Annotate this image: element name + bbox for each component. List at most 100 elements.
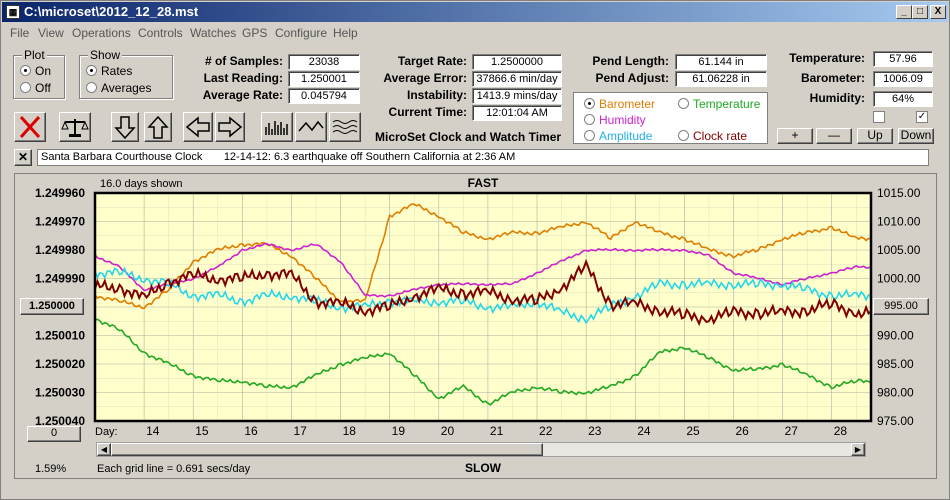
overlay-temperature-label: Temperature xyxy=(693,97,761,111)
show-averages-label: Averages xyxy=(101,81,152,95)
x-tick-label: 24 xyxy=(637,424,651,438)
average-rate-label: Average Rate: xyxy=(202,88,283,102)
humidity-checkbox[interactable] xyxy=(873,111,885,123)
smooth-view-button[interactable] xyxy=(329,112,361,142)
instability-field: 1413.9 mins/day xyxy=(472,88,562,104)
menu-controls[interactable]: Controls xyxy=(138,26,183,40)
samples-label: # of Samples: xyxy=(204,54,283,68)
menu-gps[interactable]: GPS xyxy=(242,26,268,40)
barometer-field: 1006.09 xyxy=(873,71,933,87)
chart-panel: 1.249960 1.249970 1.249980 1.249990 1.250010… xyxy=(14,173,937,479)
y-left-tick-label: 1.250040 xyxy=(35,414,85,428)
last-reading-label: Last Reading: xyxy=(203,71,283,85)
y-left-tick-label: 1.249980 xyxy=(35,243,85,257)
instability-label: Instability: xyxy=(406,88,467,102)
plot-group: Plot On Off xyxy=(13,48,65,99)
series-lines xyxy=(94,203,872,406)
temperature-label: Temperature: xyxy=(789,51,865,65)
scroll-up-button[interactable] xyxy=(144,112,172,142)
menu-configure[interactable]: Configure xyxy=(275,26,328,40)
y-right-tick-label: 985.00 xyxy=(877,357,914,371)
down-button[interactable]: Down xyxy=(898,128,934,144)
x-tick-label: 16 xyxy=(244,424,258,438)
clear-note-button[interactable]: ✕ xyxy=(14,149,32,166)
slow-label: SLOW xyxy=(465,461,502,475)
note-field[interactable]: Santa Barbara Courthouse Clock 12-14-12:… xyxy=(37,149,929,166)
overlay-barometer-radio[interactable]: Barometer xyxy=(584,97,655,111)
minus-button[interactable]: — xyxy=(816,128,852,144)
right-value-button[interactable]: 995.00 xyxy=(873,298,929,315)
series-line-clockrate xyxy=(94,258,872,327)
scrollbar-thumb[interactable] xyxy=(111,443,543,456)
humidity-field: 64% xyxy=(873,91,933,107)
target-rate-label: Target Rate: xyxy=(397,54,467,68)
show-group-title: Show xyxy=(88,48,123,62)
show-rates-radio[interactable]: Rates xyxy=(86,64,132,78)
current-time-field: 12:01:04 AM xyxy=(472,105,562,121)
scroll-right-arrow-icon[interactable]: ▶ xyxy=(851,443,865,456)
humidity-label: Humidity: xyxy=(809,91,865,105)
overlay-humidity-radio[interactable]: Humidity xyxy=(584,113,646,127)
center-value-button[interactable]: 1.250000 xyxy=(20,298,84,315)
day-axis-label: Day: xyxy=(95,426,118,438)
y-right-tick-label: 1010.00 xyxy=(877,215,921,229)
arrow-left-icon xyxy=(185,116,210,138)
y-left-tick-label: 1.249970 xyxy=(35,215,85,229)
plus-button[interactable]: + xyxy=(777,128,813,144)
last-reading-field: 1.250001 xyxy=(288,71,360,87)
wave-icon xyxy=(298,120,324,132)
overlay-clockrate-radio[interactable]: Clock rate xyxy=(678,129,747,143)
minimize-button[interactable]: _ xyxy=(896,5,912,19)
up-button[interactable]: Up xyxy=(857,128,893,144)
menu-view[interactable]: View xyxy=(38,26,64,40)
zero-button[interactable]: 0 xyxy=(27,426,81,442)
y-left-tick-label: 1.250010 xyxy=(35,329,85,343)
target-rate-field[interactable]: 1.2500000 xyxy=(472,54,562,70)
menu-watches[interactable]: Watches xyxy=(190,26,237,40)
y-right-tick-label: 1000.00 xyxy=(877,272,921,286)
calculator-icon: ▦ xyxy=(6,5,20,19)
close-button[interactable]: X xyxy=(930,5,946,19)
line-view-button[interactable] xyxy=(295,112,327,142)
barometer-checkbox[interactable]: ✓ xyxy=(916,111,928,123)
balance-button[interactable] xyxy=(59,112,91,142)
pend-length-label: Pend Length: xyxy=(592,54,669,68)
temperature-field: 57.96 xyxy=(873,51,933,67)
overlay-temperature-radio[interactable]: Temperature xyxy=(678,97,760,111)
left-axis-labels: 1.249960 1.249970 1.249980 1.249990 1.250010… xyxy=(35,186,85,428)
show-group: Show Rates Averages xyxy=(79,48,173,99)
plot-on-radio[interactable]: On xyxy=(20,64,51,78)
stop-icon xyxy=(19,115,41,139)
scroll-right-button[interactable] xyxy=(215,112,245,142)
balance-icon xyxy=(61,119,89,137)
overlay-barometer-label: Barometer xyxy=(599,97,656,111)
rate-chart: 1.249960 1.249970 1.249980 1.249990 1.250010… xyxy=(35,176,921,475)
maximize-button[interactable]: □ xyxy=(912,5,928,19)
fast-label: FAST xyxy=(468,176,499,190)
barometer-label: Barometer: xyxy=(800,71,865,85)
pend-adjust-field: 61.06228 in xyxy=(675,71,767,87)
menu-file[interactable]: File xyxy=(10,26,30,40)
x-tick-label: 22 xyxy=(539,424,553,438)
horizontal-scrollbar[interactable]: ◀ ▶ xyxy=(96,442,866,457)
bars-view-button[interactable] xyxy=(261,112,293,142)
pend-length-field[interactable]: 61.144 in xyxy=(675,54,767,70)
average-error-field: 37866.6 min/day xyxy=(472,71,562,87)
scroll-down-button[interactable] xyxy=(111,112,139,142)
stop-button[interactable] xyxy=(14,112,46,142)
overlay-amplitude-radio[interactable]: Amplitude xyxy=(584,129,652,143)
show-averages-radio[interactable]: Averages xyxy=(86,81,151,95)
series-line-humidity xyxy=(94,242,872,298)
x-tick-label: 17 xyxy=(293,424,307,438)
scroll-left-arrow-icon[interactable]: ◀ xyxy=(97,443,111,456)
y-right-tick-label: 990.00 xyxy=(877,329,914,343)
arrow-up-icon xyxy=(147,115,169,139)
plot-off-radio[interactable]: Off xyxy=(20,81,51,95)
arrow-down-icon xyxy=(114,116,136,140)
menu-operations[interactable]: Operations xyxy=(72,26,131,40)
y-right-tick-label: 1015.00 xyxy=(877,186,921,200)
scroll-left-button[interactable] xyxy=(183,112,213,142)
window-title: C:\microset\2012_12_28.mst xyxy=(24,4,199,19)
menu-help[interactable]: Help xyxy=(333,26,358,40)
